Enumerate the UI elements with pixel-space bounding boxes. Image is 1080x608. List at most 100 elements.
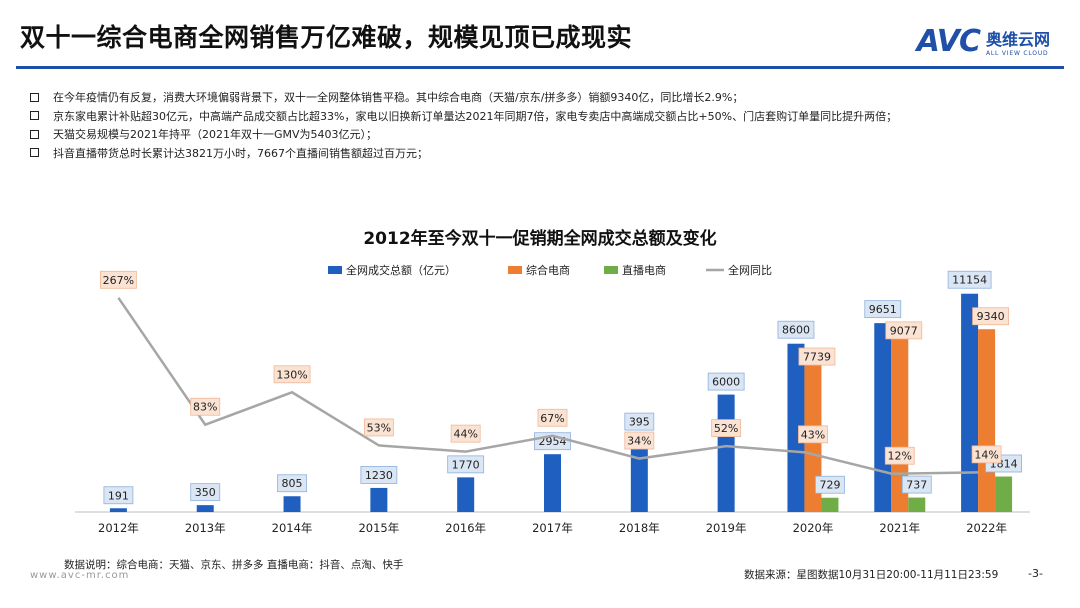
legend-label-2: 直播电商 [622,263,666,277]
brand-logo: AVC 奥维云网 ALL VIEW CLOUD [917,24,1050,59]
yoy-data-label: 267% [103,274,134,287]
bullet-marker-icon [30,129,39,139]
summary-bullets: 在今年疫情仍有反复，消费大环境偏弱背景下，双十一全网整体销售平稳。其中综合电商（… [30,88,1070,162]
yoy-data-label-box [450,424,481,443]
yoy-data-label-box [100,270,137,289]
bar-data-label-box [360,466,398,484]
x-tick-label: 2015年 [358,521,399,535]
legend-label-0: 全网成交总额（亿元） [346,263,456,277]
website-url[interactable]: www.avc-mr.com [30,570,130,581]
logo-cn: 奥维云网 [985,30,1050,49]
bullet-text: 天猫交易规模与2021年持平（2021年双十一GMV为5403亿元）； [53,128,378,142]
bar-data-label: 9077 [890,324,918,337]
bar-data-label-box [815,475,845,494]
yoy-data-label-box [711,419,742,438]
yoy-data-label-box [363,418,394,437]
x-tick-label: 2016年 [445,521,486,535]
x-tick-label: 2017年 [532,521,573,535]
bar-total [717,394,735,512]
page-title: 双十一综合电商全网销售万亿难破，规模见顶已成现实 [20,23,633,52]
legend-label-3: 全网同比 [728,263,772,277]
x-tick-label: 2014年 [272,521,313,535]
yoy-data-label-box [884,446,915,465]
yoy-data-label: 43% [801,428,825,441]
yoy-data-label: 53% [367,421,391,434]
bullet-item: 京东家电累计补贴超30亿元，中高端产品成交额占比超33%，家电以旧换新订单量达2… [30,107,1070,126]
bar-data-label-box [447,455,485,474]
yoy-data-label: 34% [627,435,651,448]
bar-total [787,343,805,512]
bar-data-label: 350 [195,486,216,499]
bar-total [109,508,127,512]
logo-text: 奥维云网 ALL VIEW CLOUD [986,26,1050,57]
bar-data-label: 191 [108,489,129,502]
bar-data-label: 8600 [782,324,810,337]
bar-total [630,434,648,512]
logo-mark: AVC [916,24,981,59]
bullet-marker-icon [30,92,39,102]
bullet-item: 天猫交易规模与2021年持平（2021年双十一GMV为5403亿元）； [30,125,1070,144]
bar-data-label-box [190,483,221,502]
bar-data-label: 9340 [977,310,1005,323]
data-note: 数据说明：综合电商：天猫、京东、拼多多 直播电商：抖音、点淘、快手 [64,559,404,571]
bar-data-label-box [777,320,815,339]
bar-data-label-box [277,474,307,493]
bar-total [283,496,301,512]
bar-data-label-box [707,372,745,391]
yoy-data-label-box [273,365,311,384]
legend-label-1: 综合电商 [526,263,570,277]
bar-data-label: 11154 [952,274,987,287]
bullet-marker-icon [30,111,39,121]
yoy-line [117,297,979,475]
yoy-data-label: 130% [276,368,307,381]
bar-data-label: 395 [629,416,650,429]
bar-live [821,497,839,512]
yoy-data-label: 12% [888,450,912,463]
bar-data-label: 805 [282,477,303,490]
x-tick-label: 2019年 [706,521,747,535]
bar-data-label: 737 [906,479,927,492]
bar-data-label: 1770 [452,458,480,471]
yoy-data-label-box [971,445,1002,464]
bar-total [457,477,475,512]
bar-data-label-box [947,270,992,289]
x-tick-label: 2022年 [966,521,1007,535]
bullet-text: 京东家电累计补贴超30亿元，中高端产品成交额占比超33%，家电以旧换新订单量达2… [53,109,898,123]
logo-en: ALL VIEW CLOUD [985,50,1049,57]
x-tick-label: 2021年 [879,521,920,535]
yoy-data-label-box [190,397,221,416]
yoy-data-label: 67% [540,412,564,425]
bullet-item: 在今年疫情仍有反复，消费大环境偏弱背景下，双十一全网整体销售平稳。其中综合电商（… [30,88,1070,107]
bullet-item: 抖音直播带货总时长累计达3821万小时，7667个直播间销售额超过百万元； [30,144,1070,163]
yoy-data-label-box [624,431,655,450]
legend-swatch-0 [328,266,342,274]
x-tick-label: 2013年 [185,521,226,535]
bar-data-label: 729 [819,479,840,492]
yoy-data-label-box [537,408,568,427]
legend-swatch-1 [508,266,522,274]
bar-data-label-box [864,300,902,319]
bar-data-label-box [103,486,134,505]
bar-ecommerce [978,329,996,512]
bar-data-label: 7739 [803,351,831,364]
bar-data-label-box [901,475,932,494]
bar-data-label: 9651 [869,303,897,316]
yoy-data-label: 14% [974,448,998,461]
legend-swatch-2 [604,266,618,274]
bar-total [370,487,388,512]
yoy-data-label: 83% [193,401,217,414]
bar-total [544,454,561,512]
data-source: 数据来源：星图数据10月31日20:00-11月11日23:59 [744,569,999,581]
bar-live [995,476,1013,512]
bar-data-label-box [798,347,836,366]
bullet-marker-icon [30,148,39,158]
title-divider [16,66,1064,69]
yoy-data-label: 52% [714,422,738,435]
x-tick-label: 2020年 [793,521,834,535]
bullet-text: 在今年疫情仍有反复，消费大环境偏弱背景下，双十一全网整体销售平稳。其中综合电商（… [53,91,744,105]
bar-data-label: 6000 [712,376,740,389]
bar-data-label-box [624,412,655,431]
bar-total [196,505,214,512]
bullet-text: 抖音直播带货总时长累计达3821万小时，7667个直播间销售额超过百万元； [53,146,428,160]
